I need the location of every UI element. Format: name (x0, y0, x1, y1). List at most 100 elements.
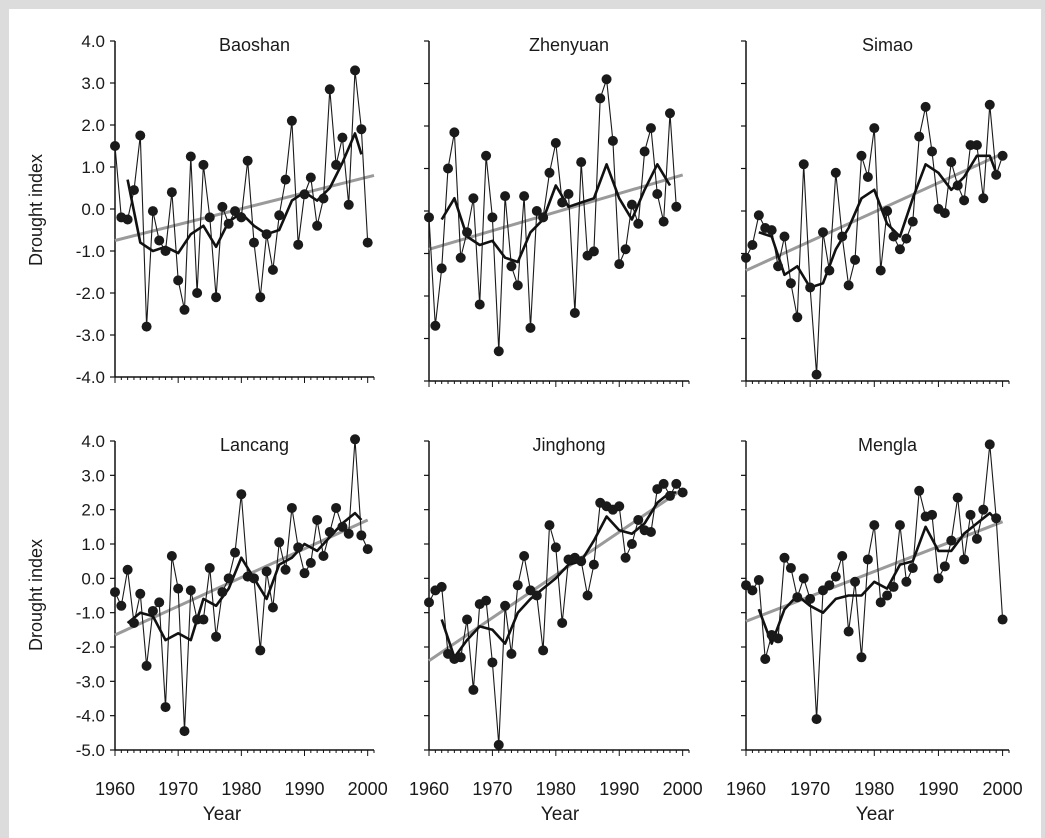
jinghong-x-tick-label: 1980 (536, 779, 576, 799)
baoshan-data-point (299, 189, 310, 200)
baoshan-data-point (211, 292, 222, 303)
baoshan-data-point (293, 239, 304, 250)
jinghong-data-point (626, 539, 637, 549)
lancang-data-point (356, 530, 367, 541)
baoshan-data-point (154, 235, 165, 246)
lancang-y-tick-label: 3.0 (81, 466, 105, 485)
mengla-data-point (971, 533, 982, 544)
mengla-data-point (792, 592, 803, 603)
lancang-data-point (147, 605, 158, 616)
baoshan-y-tick-label: -3.0 (76, 326, 105, 345)
zhenyuan-data-point (455, 252, 466, 263)
simao-data-point (971, 140, 982, 151)
baoshan-data-point (128, 185, 139, 196)
simao-data-point (805, 282, 816, 293)
simao-data-point (914, 131, 925, 142)
simao-data-point (894, 244, 905, 255)
mengla-x-tick-label: 1970 (790, 779, 830, 799)
lancang-data-point (185, 585, 196, 596)
zhenyuan-data-point (474, 299, 485, 310)
simao-data-point (753, 210, 764, 221)
mengla-data-point (894, 520, 905, 531)
lancang-data-point (116, 600, 127, 611)
zhenyuan-data-point (664, 108, 675, 119)
jinghong-data-point (436, 581, 447, 592)
lancang-data-point (305, 557, 316, 568)
zhenyuan-data-point (538, 212, 549, 223)
zhenyuan-data-point (550, 138, 561, 148)
baoshan-title: Baoshan (219, 35, 290, 55)
simao-data-point (875, 265, 886, 276)
jinghong-trend-line (428, 487, 684, 662)
jinghong-data-point (531, 590, 542, 601)
simao-data-point (837, 231, 848, 242)
baoshan-data-point (122, 214, 133, 225)
jinghong-data-point (620, 552, 631, 563)
simao-data-point (869, 123, 880, 134)
mengla-data-point (875, 597, 886, 608)
mengla-data-point (997, 614, 1008, 625)
lancang-data-point (211, 631, 222, 642)
jinghong-data-point (614, 501, 625, 512)
baoshan-data-point (261, 229, 272, 240)
zhenyuan-data-point (468, 193, 479, 204)
jinghong-data-point (519, 551, 530, 562)
simao-data-point (811, 369, 822, 380)
mengla-x-tick-label: 2000 (983, 779, 1023, 799)
lancang-data-point (337, 521, 348, 532)
zhenyuan-data-point (430, 320, 441, 331)
mengla-data-point (914, 485, 925, 496)
lancang-data-point (267, 602, 278, 613)
lancang-data-point (217, 587, 228, 598)
baoshan-y-tick-label: -4.0 (76, 368, 105, 387)
baoshan-data-point (204, 212, 215, 223)
mengla-data-point (753, 575, 764, 586)
baoshan-data-point (362, 237, 373, 248)
baoshan-data-point (166, 187, 177, 198)
zhenyuan-data-point (563, 189, 574, 199)
lancang-title: Lancang (220, 435, 289, 455)
lancang-data-point (362, 544, 373, 555)
baoshan-data-point (255, 292, 266, 303)
jinghong-x-tick-label: 1970 (472, 779, 512, 799)
zhenyuan-data-point (614, 259, 625, 270)
simao-data-point (785, 278, 796, 289)
simao-data-point (792, 312, 803, 323)
baoshan-data-point (173, 275, 184, 286)
mengla-data-point (952, 492, 963, 503)
lancang-data-point (286, 502, 297, 513)
lancang-data-point (173, 583, 184, 594)
simao-data-point (952, 180, 963, 191)
mengla-data-point (939, 561, 950, 572)
lancang-data-point (230, 547, 241, 558)
baoshan-data-point (248, 237, 259, 248)
lancang-data-point (236, 489, 247, 500)
mengla-data-point (946, 535, 957, 546)
mengla-data-point (850, 576, 861, 587)
baoshan-data-point (305, 172, 316, 183)
jinghong-data-point (658, 478, 669, 489)
simao-data-point (946, 157, 957, 168)
lancang-x-tick-label: 1990 (284, 779, 324, 799)
baoshan-data-point (312, 220, 323, 231)
zhenyuan-data-point (595, 93, 606, 104)
baoshan-data-point (274, 210, 285, 221)
lancang-trend-line (114, 518, 369, 637)
baoshan-data-point (267, 264, 278, 275)
zhenyuan-data-point (633, 218, 644, 229)
zhenyuan-data-point (652, 189, 663, 199)
baoshan-data-point (356, 124, 367, 135)
jinghong-data-point (538, 645, 549, 656)
jinghong-smoothed-line (440, 491, 677, 659)
simao-data-point (978, 193, 989, 204)
baoshan-y-tick-label: 0.0 (81, 200, 105, 219)
baoshan-data-point (141, 321, 152, 332)
zhenyuan-data-point (620, 244, 631, 255)
baoshan-data-point (160, 246, 171, 256)
jinghong-data-point (481, 595, 492, 606)
zhenyuan-data-point (531, 206, 542, 216)
mengla-data-point (991, 513, 1002, 524)
mengla-data-point (837, 551, 848, 562)
simao-data-point (747, 240, 758, 250)
lancang-data-point (255, 645, 266, 656)
